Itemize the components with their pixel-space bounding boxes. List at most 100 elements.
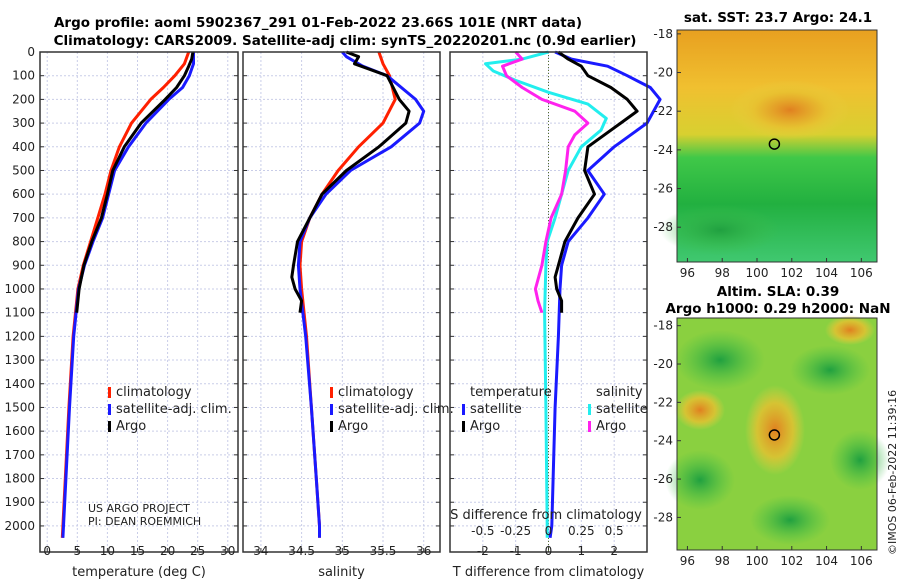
y-tick-label: 600 (12, 187, 35, 201)
legend-label: satellite (596, 402, 648, 417)
lat-tick-label: -18 (653, 319, 673, 333)
lat-tick-label: -22 (653, 104, 673, 118)
y-tick-label: 1600 (4, 424, 35, 438)
lon-tick-label: 100 (746, 266, 769, 280)
series-climatology (60, 51, 191, 538)
panel-difference (449, 50, 662, 553)
y-tick-label: 300 (12, 116, 35, 130)
legend-swatch (108, 421, 111, 432)
lon-tick-label: 100 (746, 554, 769, 568)
high-anomaly (825, 315, 875, 345)
lat-tick-label: -26 (653, 472, 673, 486)
y-tick-label: 1500 (4, 400, 35, 414)
lon-tick-label: 98 (715, 266, 730, 280)
lat-tick-label: -18 (653, 27, 673, 41)
plot-frame (242, 51, 441, 553)
y-tick-label: 1700 (4, 448, 35, 462)
y-tick-label: 1900 (4, 495, 35, 509)
legend-label: Argo (338, 419, 368, 434)
y-tick-label: 500 (12, 163, 35, 177)
lon-tick-label: 102 (780, 554, 803, 568)
x-tick-label: 15 (130, 544, 145, 558)
x-tick-label: 35 (335, 544, 350, 558)
series-salinity-satellite (484, 50, 608, 538)
x-tick-label: 36 (416, 544, 431, 558)
map-sla (665, 315, 890, 551)
lat-tick-label: -20 (653, 357, 673, 371)
series-satellite-adj-clim- (61, 52, 195, 538)
legend-swatch (330, 421, 333, 432)
lat-tick-label: -28 (653, 510, 673, 524)
legend-label: Argo (470, 419, 500, 434)
s-tick-label: 0 (545, 524, 553, 538)
map-frame (676, 317, 878, 551)
map-subtitle-sla: Argo h1000: 0.29 h2000: NaN (665, 301, 890, 317)
y-tick-label: 1000 (4, 282, 35, 296)
plot-frame (39, 51, 239, 553)
lon-tick-label: 104 (815, 554, 838, 568)
lon-tick-label: 98 (715, 554, 730, 568)
legend-swatch (108, 404, 111, 415)
low-anomaly (750, 495, 830, 545)
legend-title-salinity: salinity (596, 385, 643, 400)
lat-tick-label: -26 (653, 182, 673, 196)
lat-tick-label: -24 (653, 434, 673, 448)
argo-location-marker (768, 429, 781, 441)
argo-location-marker (768, 138, 781, 150)
legend-label: Argo (116, 419, 146, 434)
series-temperature-satellite (548, 50, 662, 539)
series-argo (290, 50, 411, 313)
x-tick-label: 5 (73, 544, 81, 558)
legend-swatch (588, 404, 591, 415)
map-title-sla: Altim. SLA: 0.39 (717, 284, 839, 300)
x-tick-label: 0 (43, 544, 51, 558)
y-tick-label: 200 (12, 92, 35, 106)
legend-swatch (330, 387, 333, 398)
x-axis-label: temperature (deg C) (72, 565, 206, 580)
low-anomaly (830, 430, 890, 490)
plot-frame (449, 51, 648, 553)
lon-tick-label: 96 (680, 266, 695, 280)
legend-swatch (462, 404, 465, 415)
project-credit: US ARGO PROJECT (88, 502, 190, 515)
cool-patch (660, 205, 780, 255)
lat-tick-label: -22 (653, 395, 673, 409)
legend-label: Argo (596, 419, 626, 434)
map-frame (676, 29, 878, 263)
legend-swatch (462, 421, 465, 432)
lat-tick-label: -28 (653, 220, 673, 234)
y-tick-label: 400 (12, 140, 35, 154)
y-tick-label: 1400 (4, 377, 35, 391)
s-tick-label: 0.25 (568, 524, 595, 538)
pi-credit: PI: DEAN ROEMMICH (88, 515, 201, 528)
y-tick-label: 1300 (4, 353, 35, 367)
x-axis-label: T difference from climatology (452, 565, 645, 580)
low-anomaly (665, 450, 735, 510)
map-sst (660, 29, 878, 263)
y-tick-label: 1100 (4, 306, 35, 320)
y-tick-label: 900 (12, 258, 35, 272)
series-salinity-argo (501, 50, 590, 314)
x-tick-label: 34.5 (288, 544, 315, 558)
x-tick-label: 2 (610, 544, 618, 558)
legend-title-temperature: temperature (470, 385, 552, 400)
legend-swatch (588, 421, 591, 432)
legend-label: climatology (338, 385, 414, 400)
low-anomaly (790, 345, 870, 395)
legend-label: climatology (116, 385, 192, 400)
legend-label: satellite-adj. clim. (338, 402, 454, 417)
y-tick-label: 700 (12, 211, 35, 225)
warm-patch (730, 80, 850, 140)
series-argo (75, 51, 195, 313)
x-tick-label: 1 (578, 544, 586, 558)
lon-tick-label: 106 (850, 554, 873, 568)
lat-tick-label: -20 (653, 66, 673, 80)
x-axis-label: salinity (318, 565, 365, 580)
y-tick-label: 100 (12, 69, 35, 83)
title-line-2: Climatology: CARS2009. Satellite-adj cli… (54, 33, 637, 49)
legend-label: satellite (470, 402, 522, 417)
y-tick-label: 800 (12, 235, 35, 249)
x-tick-label: 34 (253, 544, 268, 558)
